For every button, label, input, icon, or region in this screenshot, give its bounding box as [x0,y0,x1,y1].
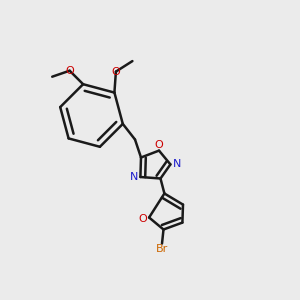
Text: N: N [130,172,138,182]
Text: N: N [173,159,181,169]
Text: O: O [112,67,120,76]
Text: O: O [154,140,164,150]
Text: O: O [138,214,147,224]
Text: Br: Br [156,244,168,254]
Text: O: O [65,66,74,76]
